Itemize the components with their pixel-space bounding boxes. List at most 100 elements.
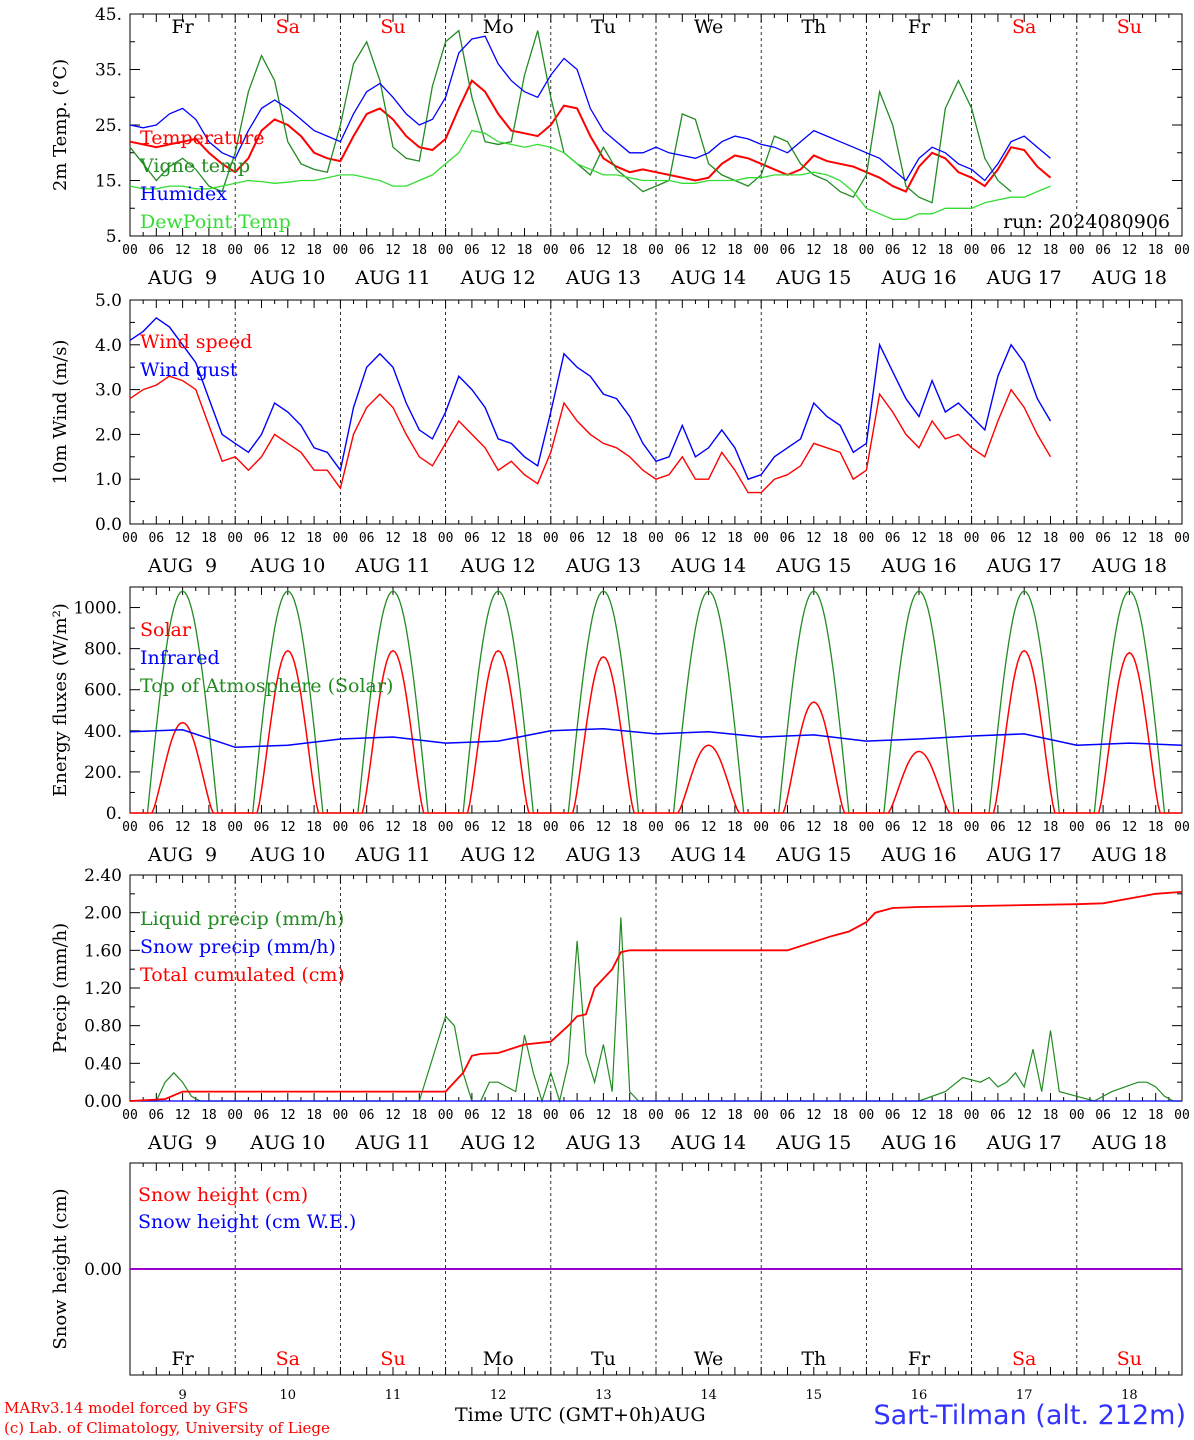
hour-tick-label: 18: [937, 243, 953, 258]
series-line-wind-speed: [129, 375, 1052, 494]
series-line-solar: [971, 649, 1077, 814]
date-label: AUG 9: [147, 555, 217, 577]
hour-tick-label: 00: [333, 1108, 349, 1123]
hour-tick-label: 06: [569, 531, 585, 546]
y-axis-label: Snow height (cm): [50, 1188, 71, 1349]
hour-tick-label: 00: [753, 243, 769, 258]
hour-tick-label: 00: [122, 243, 138, 258]
hour-tick-label: 06: [359, 531, 375, 546]
weekday-label: Mo: [483, 16, 514, 38]
legend-entry: Temperature: [140, 127, 264, 149]
hour-tick-label: 12: [701, 820, 717, 835]
weekday-label: Tu: [591, 1348, 616, 1370]
hour-tick-label: 12: [280, 820, 296, 835]
hour-tick-label: 12: [596, 1108, 612, 1123]
hour-tick-label: 00: [1174, 1108, 1190, 1123]
date-label: AUG 13: [565, 1132, 641, 1154]
hour-tick-label: 00: [333, 243, 349, 258]
day-number-label: 11: [385, 1388, 402, 1400]
hour-tick-label: 18: [411, 820, 427, 835]
hour-tick-label: 12: [175, 820, 191, 835]
meteogram: 5. 15. 25. 35. 45. 2m Temp. (°C) 00 06 12 18 AUG 9…: [50, 5, 1190, 1403]
model-line: MARv3.14 model forced by GFS: [4, 1399, 249, 1417]
hour-tick-label: 12: [806, 243, 822, 258]
date-label: AUG 9: [147, 267, 217, 289]
series-line-top-of-atmosphere: [550, 590, 656, 814]
date-label: AUG 18: [1091, 555, 1167, 577]
date-label: AUG 17: [986, 1132, 1062, 1154]
weekday-label: Su: [380, 16, 405, 38]
hour-tick-label: 00: [227, 1108, 243, 1123]
hour-tick-label: 18: [1043, 820, 1059, 835]
weekday-label: Fr: [908, 1348, 931, 1370]
date-label: AUG 16: [880, 1132, 956, 1154]
hour-tick-label: 00: [859, 531, 875, 546]
date-label: AUG 15: [775, 267, 851, 289]
hour-tick-label: 00: [122, 820, 138, 835]
y-tick-label: 5.: [106, 227, 122, 247]
hour-tick-label: 18: [832, 243, 848, 258]
hour-tick-label: 12: [596, 820, 612, 835]
hour-tick-label: 00: [122, 1108, 138, 1123]
y-tick-label: 35.: [95, 61, 122, 81]
legend-entry: Liquid precip (mm/h): [140, 908, 344, 930]
legend-entry: Snow height (cm): [138, 1184, 308, 1206]
y-tick-label: 0.00: [84, 1260, 122, 1280]
hour-tick-label: 12: [911, 531, 927, 546]
y-tick-label: 45.: [95, 5, 122, 25]
hour-tick-label: 18: [201, 243, 217, 258]
date-label: AUG 17: [986, 555, 1062, 577]
series-line-total: [129, 891, 1183, 1102]
y-axis-label: Energy fluxes (W/m²): [50, 603, 71, 797]
weekday-label: Sa: [276, 16, 300, 38]
series-line-solar: [130, 721, 236, 814]
hour-tick-label: 06: [464, 531, 480, 546]
weekday-label: We: [694, 1348, 723, 1370]
series-line-solar: [445, 649, 551, 814]
y-tick-label: 0.00: [84, 1092, 122, 1112]
hour-tick-label: 06: [569, 243, 585, 258]
hour-tick-label: 00: [1174, 243, 1190, 258]
hour-tick-label: 18: [411, 243, 427, 258]
date-label: AUG 14: [670, 555, 746, 577]
hour-tick-label: 06: [359, 1108, 375, 1123]
hour-tick-label: 00: [648, 531, 664, 546]
legend-entry: Solar: [140, 619, 192, 641]
hour-tick-label: 00: [1069, 820, 1085, 835]
series-line-solar: [761, 701, 867, 814]
panel-5: 0.00 Snow height (cm) Snow height (cm) Snow…: [50, 1162, 1183, 1403]
hour-tick-label: 18: [1148, 531, 1164, 546]
date-label: AUG 15: [775, 1132, 851, 1154]
weekday-label: Su: [1117, 1348, 1142, 1370]
hour-tick-label: 06: [359, 820, 375, 835]
day-number-label: 10: [280, 1388, 297, 1400]
hour-tick-label: 12: [911, 1108, 927, 1123]
hour-tick-label: 06: [885, 820, 901, 835]
hour-tick-label: 00: [543, 243, 559, 258]
weekday-label: Th: [801, 16, 826, 38]
date-label: AUG 16: [880, 267, 956, 289]
hour-tick-label: 12: [490, 1108, 506, 1123]
weekday-label: Su: [380, 1348, 405, 1370]
weekday-label: Fr: [171, 16, 194, 38]
hour-tick-label: 00: [1069, 243, 1085, 258]
date-label: AUG 12: [460, 844, 536, 866]
hour-tick-label: 06: [254, 820, 270, 835]
date-label: AUG 13: [565, 555, 641, 577]
hour-tick-label: 00: [227, 820, 243, 835]
hour-tick-label: 18: [1043, 531, 1059, 546]
day-number-label: 9: [178, 1388, 186, 1400]
hour-tick-label: 12: [1016, 820, 1032, 835]
hour-tick-label: 12: [1122, 820, 1138, 835]
legend-entry: Snow precip (mm/h): [140, 936, 336, 958]
hour-tick-label: 18: [622, 820, 638, 835]
hour-tick-label: 12: [1016, 531, 1032, 546]
hour-tick-label: 12: [490, 243, 506, 258]
hour-tick-label: 00: [1174, 820, 1190, 835]
series-line-solar: [866, 750, 972, 814]
y-tick-label: 25.: [95, 116, 122, 136]
series-line-dewpoint-temp: [129, 129, 1051, 220]
series-line-solar: [656, 744, 762, 814]
series-line-humidex: [129, 35, 1051, 182]
legend-entry: Vigne temp: [139, 155, 250, 177]
